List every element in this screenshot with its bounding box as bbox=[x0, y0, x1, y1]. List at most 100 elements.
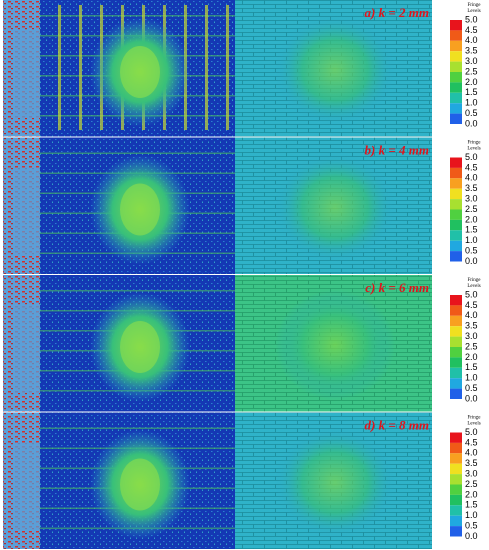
color-band bbox=[450, 219, 462, 231]
contour-core bbox=[120, 321, 160, 373]
color-band bbox=[450, 367, 462, 379]
tick-label: 3.5 bbox=[465, 321, 478, 331]
color-band bbox=[450, 515, 462, 527]
tick-label: 5.0 bbox=[465, 289, 478, 299]
color-band bbox=[450, 378, 462, 389]
color-band bbox=[450, 526, 462, 537]
tick-label: 2.5 bbox=[465, 66, 478, 76]
color-band bbox=[450, 240, 462, 252]
color-band bbox=[450, 295, 462, 306]
legend-title: Fringe bbox=[467, 141, 481, 146]
color-band bbox=[450, 103, 462, 114]
caption: b) k = 4 mm bbox=[365, 142, 429, 157]
panel: d) k = 8 mm FringeLevels5.04.54.03.53.02.… bbox=[3, 412, 489, 550]
color-band bbox=[450, 357, 462, 368]
column bbox=[58, 5, 61, 130]
tick-label: 2.0 bbox=[465, 352, 478, 362]
side-fade bbox=[14, 305, 40, 393]
color-band bbox=[450, 326, 462, 337]
color-band bbox=[450, 30, 462, 41]
color-band bbox=[450, 347, 462, 358]
color-band bbox=[450, 199, 462, 210]
color-band bbox=[450, 251, 462, 262]
tick-label: 4.0 bbox=[465, 173, 478, 183]
tick-label: 0.0 bbox=[465, 393, 478, 403]
color-band bbox=[450, 51, 462, 62]
color-band bbox=[450, 484, 462, 495]
tick-label: 2.5 bbox=[465, 204, 478, 214]
color-band bbox=[450, 188, 462, 200]
legend-title: Fringe bbox=[467, 278, 481, 283]
tick-label: 0.5 bbox=[465, 245, 478, 255]
tick-label: 3.0 bbox=[465, 56, 478, 66]
color-band bbox=[450, 463, 462, 475]
streak bbox=[40, 290, 235, 292]
tick-label: 4.0 bbox=[465, 35, 478, 45]
tick-label: 1.5 bbox=[465, 87, 478, 97]
contour-core bbox=[120, 183, 160, 236]
color-band bbox=[450, 20, 462, 31]
column bbox=[205, 5, 208, 130]
panel: b) k = 4 mm FringeLevels5.04.54.03.53.02.… bbox=[3, 137, 489, 275]
side-fade bbox=[14, 30, 40, 118]
tick-label: 2.0 bbox=[465, 489, 478, 499]
tick-label: 5.0 bbox=[465, 14, 478, 24]
color-band bbox=[450, 505, 462, 516]
tick-label: 4.5 bbox=[465, 25, 478, 35]
contour-core bbox=[120, 46, 160, 98]
legend-title: Levels bbox=[467, 147, 480, 152]
color-band bbox=[450, 178, 462, 189]
color-band bbox=[450, 82, 462, 93]
stress-zone bbox=[275, 290, 395, 400]
caption: a) k = 2 mm bbox=[365, 5, 429, 20]
legend-title: Levels bbox=[467, 284, 480, 289]
side-fade bbox=[14, 442, 40, 530]
tick-label: 4.5 bbox=[465, 300, 478, 310]
stress-zone bbox=[275, 427, 395, 538]
legend-title: Fringe bbox=[467, 3, 481, 8]
tick-label: 4.0 bbox=[465, 448, 478, 458]
color-band bbox=[450, 209, 462, 220]
contour-core bbox=[120, 458, 160, 511]
color-band bbox=[450, 157, 462, 168]
tick-label: 2.0 bbox=[465, 77, 478, 87]
tick-label: 2.0 bbox=[465, 214, 478, 224]
tick-label: 3.0 bbox=[465, 331, 478, 341]
side-fade bbox=[14, 167, 40, 255]
streak bbox=[40, 152, 235, 154]
column bbox=[226, 5, 229, 130]
tick-label: 5.0 bbox=[465, 427, 478, 437]
stress-zone bbox=[275, 15, 395, 125]
color-band bbox=[450, 442, 462, 454]
tick-label: 2.5 bbox=[465, 341, 478, 351]
color-band bbox=[450, 40, 462, 52]
tick-label: 3.5 bbox=[465, 183, 478, 193]
tick-label: 0.5 bbox=[465, 383, 478, 393]
color-band bbox=[450, 113, 462, 124]
color-band bbox=[450, 305, 462, 316]
tick-label: 1.5 bbox=[465, 362, 478, 372]
tick-label: 1.0 bbox=[465, 235, 478, 245]
caption: d) k = 8 mm bbox=[365, 417, 429, 432]
tick-label: 0.0 bbox=[465, 256, 478, 266]
color-band bbox=[450, 315, 462, 327]
color-band bbox=[450, 336, 462, 347]
tick-label: 4.5 bbox=[465, 162, 478, 172]
streak bbox=[40, 15, 235, 17]
color-band bbox=[450, 388, 462, 399]
tick-label: 3.5 bbox=[465, 46, 478, 56]
tick-label: 5.0 bbox=[465, 152, 478, 162]
color-band bbox=[450, 453, 462, 464]
tick-label: 0.0 bbox=[465, 118, 478, 128]
tick-label: 4.0 bbox=[465, 310, 478, 320]
color-band bbox=[450, 230, 462, 241]
caption: c) k = 6 mm bbox=[365, 280, 429, 295]
tick-label: 1.0 bbox=[465, 98, 478, 108]
tick-label: 1.5 bbox=[465, 225, 478, 235]
color-band bbox=[450, 494, 462, 506]
column bbox=[79, 5, 82, 130]
tick-label: 1.5 bbox=[465, 500, 478, 510]
tick-label: 3.0 bbox=[465, 468, 478, 478]
tick-label: 4.5 bbox=[465, 437, 478, 447]
